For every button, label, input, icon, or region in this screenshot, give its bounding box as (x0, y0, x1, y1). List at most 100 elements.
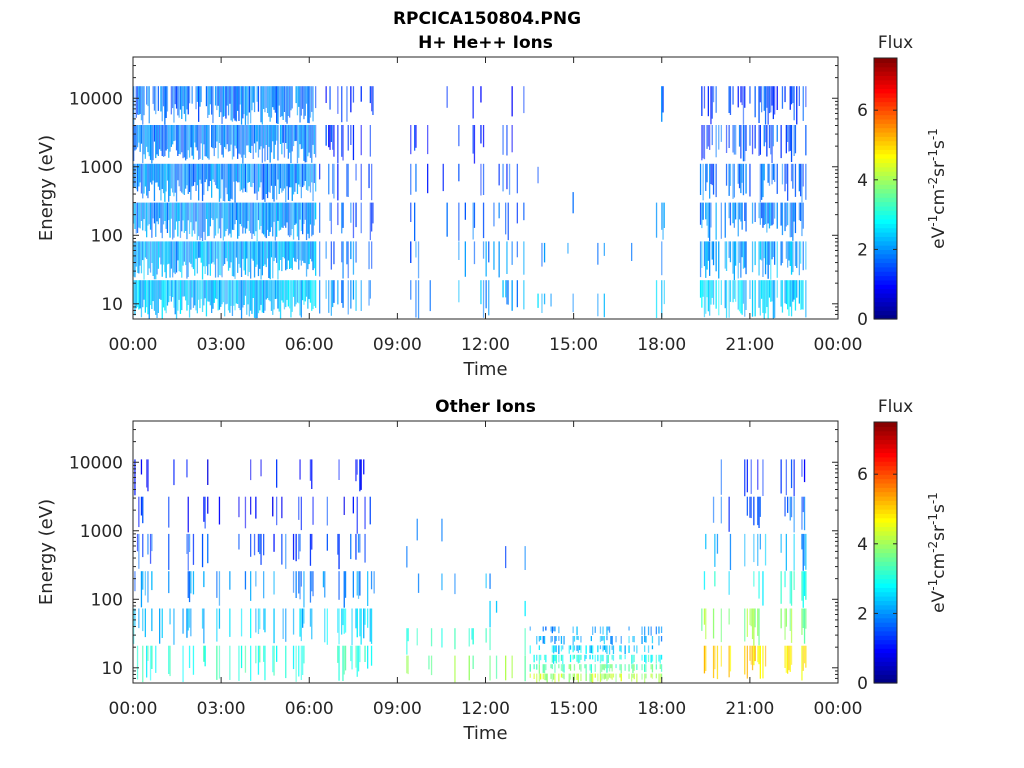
colorbar-step (874, 166, 897, 172)
flux-cell (733, 202, 735, 228)
flux-cell (770, 280, 772, 302)
flux-cell (135, 280, 137, 309)
flux-cell (296, 241, 299, 259)
flux-cell (224, 163, 226, 202)
flux-cell (177, 241, 179, 261)
flux-cell (257, 86, 260, 112)
flux-cell (742, 280, 745, 304)
flux-cell (273, 280, 275, 310)
flux-cell (308, 280, 310, 300)
flux-cell (350, 280, 352, 309)
flux-cell (744, 645, 746, 675)
colorbar-step (874, 456, 897, 462)
flux-cell (787, 241, 789, 268)
flux-cell (308, 241, 310, 265)
flux-cell (766, 241, 768, 265)
flux-cell (415, 125, 417, 148)
colorbar-step (874, 136, 897, 142)
flux-cell (309, 163, 312, 193)
flux-cell (277, 280, 279, 309)
flux-cell (186, 86, 188, 110)
data-segment (529, 626, 663, 683)
flux-cell (172, 163, 174, 193)
flux-cell (229, 571, 231, 590)
flux-cell (311, 163, 313, 183)
flux-cell (216, 608, 218, 642)
flux-cell (208, 241, 210, 265)
flux-cell (489, 573, 491, 589)
flux-cell (558, 645, 560, 655)
flux-cell (529, 664, 531, 672)
flux-cell (757, 533, 759, 566)
colorbar-step (874, 292, 897, 298)
flux-cell (332, 163, 334, 194)
flux-cell (776, 280, 778, 298)
flux-cell (611, 654, 613, 660)
flux-cell (259, 202, 261, 230)
flux-cell (296, 202, 299, 237)
flux-cell (342, 608, 344, 626)
flux-cell (744, 241, 746, 268)
flux-cell (237, 163, 239, 183)
flux-cell (651, 664, 654, 673)
flux-cell (146, 86, 148, 105)
flux-cell (198, 86, 200, 122)
flux-cell (156, 280, 158, 318)
flux-cell (138, 241, 140, 274)
flux-cell (231, 86, 234, 122)
flux-cell (304, 163, 306, 181)
flux-cell (285, 280, 287, 308)
flux-cell (139, 163, 141, 183)
flux-cell (144, 241, 146, 258)
flux-cell (159, 202, 161, 219)
flux-cell (659, 664, 661, 669)
figure-title: RPCICA150804.PNG (393, 9, 581, 29)
flux-cell (291, 86, 293, 109)
flux-cell (355, 608, 357, 629)
flux-cell (160, 241, 162, 265)
flux-cell (655, 202, 658, 238)
flux-cell (751, 241, 754, 273)
flux-cell (300, 608, 302, 642)
flux-cell (801, 571, 803, 601)
flux-cell (558, 654, 560, 663)
flux-cell (276, 163, 278, 200)
colorbar-step (874, 556, 897, 562)
flux-cell (602, 654, 604, 662)
flux-cell (216, 571, 218, 598)
flux-cell (787, 280, 789, 310)
flux-cell (550, 626, 552, 632)
flux-cell (209, 86, 211, 105)
flux-cell (147, 571, 149, 603)
flux-cell (255, 125, 257, 153)
flux-cell (273, 533, 275, 552)
flux-cell (703, 125, 706, 160)
colorbar-step (874, 539, 897, 545)
flux-cell (291, 241, 293, 270)
flux-cell (754, 86, 756, 118)
flux-cell (188, 202, 191, 234)
flux-cell (647, 626, 650, 636)
flux-cell (458, 241, 460, 260)
flux-cell (268, 280, 270, 301)
flux-cell (610, 673, 612, 679)
flux-cell (774, 202, 776, 219)
flux-cell (628, 626, 630, 631)
flux-cell (407, 628, 409, 642)
flux-cell (584, 664, 586, 669)
flux-cell (269, 163, 271, 193)
flux-cell (174, 125, 176, 141)
flux-cell (746, 608, 748, 637)
flux-cell (554, 664, 556, 673)
flux-cell (229, 645, 231, 680)
flux-cell (315, 163, 317, 192)
flux-cell (304, 241, 306, 264)
flux-cell (441, 518, 443, 542)
flux-cell (370, 645, 373, 666)
flux-cell (592, 654, 594, 660)
flux-cell (485, 280, 487, 309)
flux-cell (541, 242, 543, 267)
flux-cell (758, 125, 760, 156)
flux-cell (701, 202, 703, 229)
flux-cell (273, 608, 275, 644)
